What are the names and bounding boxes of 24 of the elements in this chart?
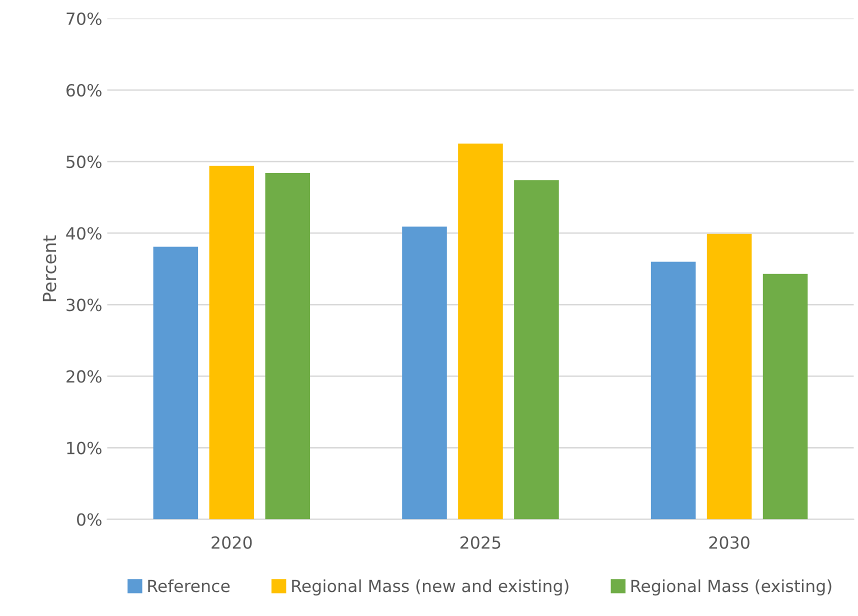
bar <box>762 274 808 520</box>
y-tick-label: 10% <box>67 442 102 454</box>
x-tick-label: 2030 <box>709 536 750 549</box>
y-axis-title: Percent <box>42 235 56 302</box>
y-tick-label: 0% <box>77 513 102 526</box>
y-tick-label: 30% <box>66 298 102 312</box>
y-tick-label: 40% <box>66 227 102 240</box>
y-tick-label: 50% <box>66 156 102 168</box>
bar <box>514 180 559 520</box>
legend-label: Regional Mass (new and existing) <box>292 579 568 596</box>
x-tick-label: 2025 <box>460 536 500 549</box>
bar <box>650 262 696 520</box>
bar <box>458 144 503 520</box>
bar <box>706 234 752 520</box>
bar <box>209 166 254 520</box>
legend-label: Reference <box>148 579 230 592</box>
y-tick-label: 20% <box>66 370 102 383</box>
bar <box>265 173 310 520</box>
bar <box>402 226 447 520</box>
x-tick-label: 2020 <box>212 536 252 549</box>
y-tick-label: 70% <box>66 12 102 26</box>
y-tick-label: 60% <box>66 84 102 97</box>
legend-label: Regional Mass (existing) <box>631 579 832 596</box>
bar <box>153 246 198 520</box>
